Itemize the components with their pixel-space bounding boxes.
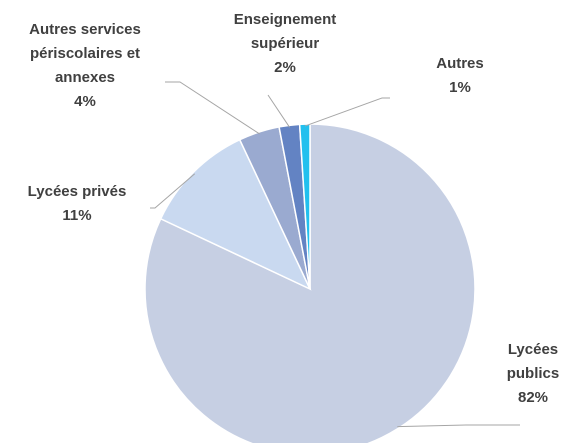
value-label: 2% xyxy=(274,59,296,76)
category-label: Lycées privés xyxy=(27,183,127,200)
leader-line xyxy=(397,424,520,428)
pie-slice xyxy=(144,123,476,443)
pie-slice xyxy=(159,138,312,291)
value-label: 4% xyxy=(74,93,96,110)
data-label: Autres services périscolaires et annexes… xyxy=(0,18,170,114)
category-label: Lycées publics xyxy=(506,341,560,382)
leader-line xyxy=(267,94,290,128)
category-label: Enseignement supérieur xyxy=(233,11,337,52)
data-label: Enseignement supérieur 2% xyxy=(210,8,360,80)
data-label: Autres 1% xyxy=(415,52,505,100)
data-label: Lycées privés 11% xyxy=(2,180,152,228)
value-label: 1% xyxy=(449,79,471,96)
category-label: Autres xyxy=(436,55,484,72)
category-label: Autres services périscolaires et annexes xyxy=(29,21,141,86)
value-label: 11% xyxy=(62,207,92,224)
leader-line xyxy=(150,173,196,209)
value-label: 82% xyxy=(517,389,549,406)
data-label: Lycées publics 82% xyxy=(488,338,573,410)
leader-line xyxy=(304,97,390,127)
leader-line xyxy=(165,81,260,135)
